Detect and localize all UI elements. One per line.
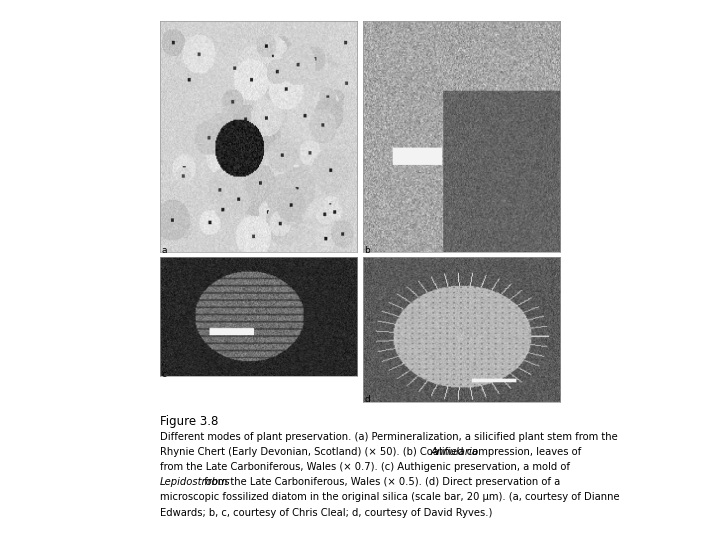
- Text: Rhynie Chert (Early Devonian, Scotland) (× 50). (b) Coalified compression, leave: Rhynie Chert (Early Devonian, Scotland) …: [160, 447, 584, 457]
- Text: d: d: [364, 395, 370, 404]
- Text: b: b: [364, 246, 370, 255]
- Text: a: a: [161, 246, 167, 255]
- Text: Figure 3.8: Figure 3.8: [160, 415, 218, 428]
- Text: from the Late Carboniferous, Wales (× 0.7). (c) Authigenic preservation, a mold : from the Late Carboniferous, Wales (× 0.…: [160, 462, 570, 472]
- Text: microscopic fossilized diatom in the original silica (scale bar, 20 μm). (a, cou: microscopic fossilized diatom in the ori…: [160, 492, 619, 503]
- Text: Edwards; b, c, courtesy of Chris Cleal; d, courtesy of David Ryves.): Edwards; b, c, courtesy of Chris Cleal; …: [160, 508, 492, 518]
- Text: Different modes of plant preservation. (a) Permineralization, a silicified plant: Different modes of plant preservation. (…: [160, 432, 618, 442]
- Text: from the Late Carboniferous, Wales (× 0.5). (d) Direct preservation of a: from the Late Carboniferous, Wales (× 0.…: [202, 477, 561, 488]
- Text: Annularia: Annularia: [431, 447, 479, 457]
- Text: Lepidostrobus: Lepidostrobus: [160, 477, 230, 488]
- Text: c: c: [161, 370, 166, 379]
